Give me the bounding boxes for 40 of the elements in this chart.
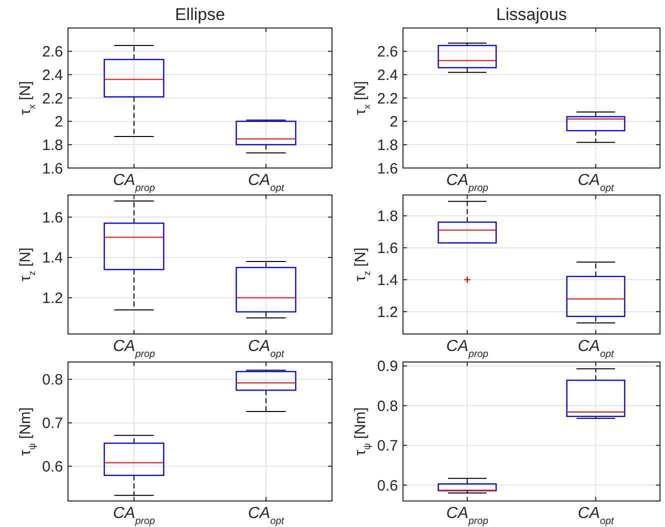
x-tick-label: CA$_{opt}$	[248, 505, 286, 526]
x-tick-label: CA$_{opt}$	[578, 338, 615, 360]
x-tick-label: CA$_{prop}$	[446, 338, 489, 360]
y-tick-label: 1.6	[42, 209, 63, 226]
y-tick-label: 1.2	[377, 304, 398, 321]
x-tick-label: CA$_{opt}$	[578, 505, 615, 526]
y-tick-label: 1.4	[42, 250, 63, 267]
y-tick-label: 1.8	[377, 136, 398, 154]
x-tick-label: CA$_{opt}$	[578, 172, 615, 194]
y-tick-label: 1.2	[42, 290, 63, 307]
y-tick-label: 0.9	[377, 358, 398, 376]
y-tick-label: 2	[54, 114, 63, 131]
y-tick-label: 2.4	[377, 66, 398, 84]
y-tick-label: 0.7	[377, 438, 398, 455]
y-tick-label: 2.6	[42, 44, 63, 61]
y-tick-label: 2.4	[42, 66, 63, 84]
x-tick-label: CA$_{opt}$	[248, 338, 286, 360]
chart-title: Ellipse	[174, 5, 226, 24]
y-tick-label: 1.8	[377, 208, 398, 226]
x-tick-label: CA$_{prop}$	[112, 172, 156, 194]
y-tick-label: 2.6	[377, 44, 398, 61]
chart-title: Lissajous	[496, 5, 567, 24]
y-tick-label: 2.2	[377, 90, 398, 108]
y-tick-label: 2.2	[42, 90, 63, 108]
x-tick-label: CA$_{prop}$	[446, 505, 489, 526]
y-tick-label: 1.4	[377, 272, 398, 289]
y-tick-label: 1.8	[42, 136, 63, 154]
y-tick-label: 2	[390, 114, 398, 131]
y-tick-label: 0.6	[377, 477, 398, 494]
y-tick-label: 1.6	[377, 160, 398, 178]
y-tick-label: 0.7	[42, 415, 63, 432]
x-tick-label: CA$_{opt}$	[248, 172, 286, 194]
y-tick-label: 1.6	[377, 240, 398, 257]
y-tick-label: 1.6	[42, 160, 63, 178]
x-tick-label: CA$_{prop}$	[112, 505, 156, 526]
x-tick-label: CA$_{prop}$	[446, 172, 489, 194]
y-tick-label: 0.8	[377, 398, 398, 415]
x-tick-label: CA$_{prop}$	[112, 338, 156, 360]
y-tick-label: 0.8	[42, 372, 63, 389]
y-tick-label: 0.6	[42, 458, 63, 476]
